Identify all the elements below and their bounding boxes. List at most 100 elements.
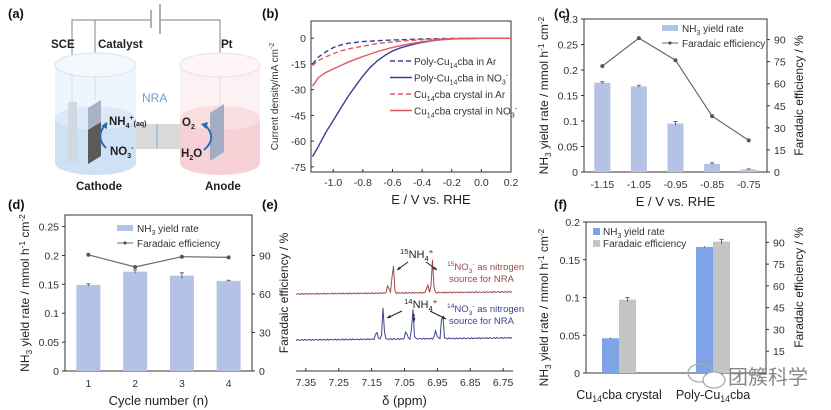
fe-point	[636, 36, 641, 41]
chart-f-comparison: 0 0.05 0.1 0.15 0.2 15 30 45 60 75 90 Cu14cba cryst…	[536, 217, 806, 404]
y-tick-label: -45	[291, 110, 306, 122]
fe-point	[226, 255, 231, 260]
wechat-icon-bubble	[702, 371, 726, 389]
legend-label-fe: Faradaic efficiency	[682, 39, 765, 50]
legend-marker-fe	[668, 41, 672, 45]
y-axis-title: Current density/mA cm-2	[269, 43, 281, 150]
h2o-label: H2O	[181, 148, 202, 162]
y2-tick-label: 60	[773, 281, 785, 293]
chart-d-cycling: 0 0.05 0.1 0.15 0.2 0.25 0 30 60 90 1 2 3 4 NH3 yield …	[17, 214, 291, 408]
bar	[630, 86, 647, 172]
legend-label-fe: Faradaic efficiency	[137, 239, 220, 250]
legend-label: Cu14cba crystal in NO3-	[414, 106, 518, 120]
arrow-n14-mid-head	[412, 318, 416, 322]
panel-label-f: (f)	[554, 197, 567, 212]
n15-description: 15NO3- as nitrogen	[447, 261, 524, 275]
x-tick-label: -0.6	[383, 177, 401, 189]
y-tick-label: 0	[572, 167, 578, 179]
panel-label-a: (a)	[8, 6, 24, 21]
y2-tick-label: 45	[773, 303, 785, 315]
plot-frame	[310, 20, 512, 173]
nmr-spectrum	[295, 259, 513, 296]
legend-label: Poly-Cu14cba in Ar	[414, 57, 497, 70]
bar	[704, 163, 721, 172]
bar	[123, 271, 148, 371]
x-category-label: Cu14cba crystal	[576, 388, 661, 404]
anode-label: Anode	[205, 181, 241, 193]
bar-yield	[696, 246, 713, 373]
chart-c-potential-yield: 0 0.05 0.1 0.15 0.2 0.25 0.3 0 15 30 45 60 75 90 -1.15…	[536, 14, 806, 209]
x-tick-label: 6.85	[460, 377, 481, 389]
y2-tick-label: 30	[259, 327, 271, 339]
y2-tick-label: 0	[774, 167, 780, 179]
no3-label: NO3-	[110, 145, 134, 160]
y2-tick-label: 75	[774, 57, 786, 69]
y2-axis-title: Faradaic efficiency / %	[792, 227, 806, 348]
legend-label: Poly-Cu14cba in NO3-	[414, 73, 509, 87]
arrow-n15-left-head	[397, 266, 401, 270]
o2-label: O2	[182, 117, 195, 131]
y-tick-label: 0.1	[563, 116, 578, 128]
y-tick-label: 0.25	[558, 40, 579, 52]
x-tick-label: 7.35	[296, 377, 317, 389]
legend-label-yield: NH3 yield rate	[682, 24, 744, 37]
y2-tick-label: 90	[773, 237, 785, 249]
x-axis-title: Cycle number (n)	[109, 393, 209, 408]
cathode-arrow-head	[101, 122, 107, 129]
x-tick-label: 2	[132, 378, 138, 390]
y-tick-label: -30	[291, 85, 306, 97]
legend-swatch-yield	[662, 25, 678, 31]
y-axis-title: NH3 yield rate / mmol h-1 cm-2	[536, 228, 553, 386]
legend-swatch-yield	[117, 225, 133, 231]
y2-tick-label: 30	[774, 123, 786, 135]
fe-line	[88, 254, 229, 268]
y-tick-label: 0	[300, 33, 306, 45]
x-tick-label: 1	[85, 378, 91, 390]
salt-bridge	[136, 124, 180, 149]
y-tick-label: -75	[291, 162, 306, 174]
y-tick-label: 0.25	[39, 222, 60, 234]
y-axis-title: NH3 yield rate / mmol h-1 cm-2	[17, 214, 34, 372]
y-axis-title: NH3 yield rate / mmol h-1 cm-2	[536, 16, 553, 174]
y-tick-label: 0.3	[563, 14, 578, 26]
y2-tick-label: 90	[774, 35, 786, 47]
legend-label: Cu14cba crystal in Ar	[414, 90, 506, 103]
y2-tick-label: 0	[259, 366, 265, 378]
y-tick-label: 0.2	[565, 217, 580, 229]
y-tick-label: 0.2	[563, 65, 578, 77]
anode-arrow-head	[201, 122, 208, 129]
watermark-text: 团簇科学	[728, 366, 808, 389]
y-tick-label: 0.05	[39, 337, 60, 349]
fe-point	[600, 64, 605, 69]
legend-marker-fe	[123, 241, 127, 245]
x-tick-label: 6.75	[493, 377, 514, 389]
n14-description: 14NO3- as nitrogen	[447, 303, 524, 317]
panel-label-e: (e)	[262, 197, 278, 212]
n15-description-line2: source for NRA	[449, 274, 515, 285]
x-tick-label: 0.0	[474, 177, 489, 189]
y2-tick-label: 45	[774, 101, 786, 113]
electrochemical-cell-diagram: SCE Catalyst Pt NRA Cathode Anode NH4+(a…	[51, 4, 261, 193]
x-tick-label: 7.15	[361, 377, 382, 389]
y2-axis-title: Faradaic efficiency / %	[277, 232, 291, 353]
x-tick-label: 7.25	[329, 377, 350, 389]
y2-tick-label: 90	[259, 250, 271, 262]
bar-fe	[713, 241, 730, 373]
y2-tick-label: 75	[773, 259, 785, 271]
sce-label: SCE	[51, 39, 75, 51]
bar	[216, 280, 241, 371]
watermark: 团簇科学	[687, 363, 808, 389]
x-axis-title: E / V vs. RHE	[391, 192, 471, 207]
plot-frame	[64, 214, 253, 372]
pt-label: Pt	[221, 39, 233, 51]
y-tick-label: 0	[53, 366, 59, 378]
y2-tick-label: 30	[773, 324, 785, 336]
y2-tick-label: 60	[259, 289, 271, 301]
bar	[667, 123, 684, 172]
fe-point	[86, 252, 91, 257]
nmr-spectrum	[295, 307, 513, 342]
x-category-label: Poly-Cu14cba	[676, 388, 750, 404]
chart-e-nmr: 7.35 7.25 7.15 7.05 6.95 6.85 6.75 δ (ppm) 15NH4…	[296, 247, 525, 408]
x-tick-label: -0.8	[354, 177, 372, 189]
